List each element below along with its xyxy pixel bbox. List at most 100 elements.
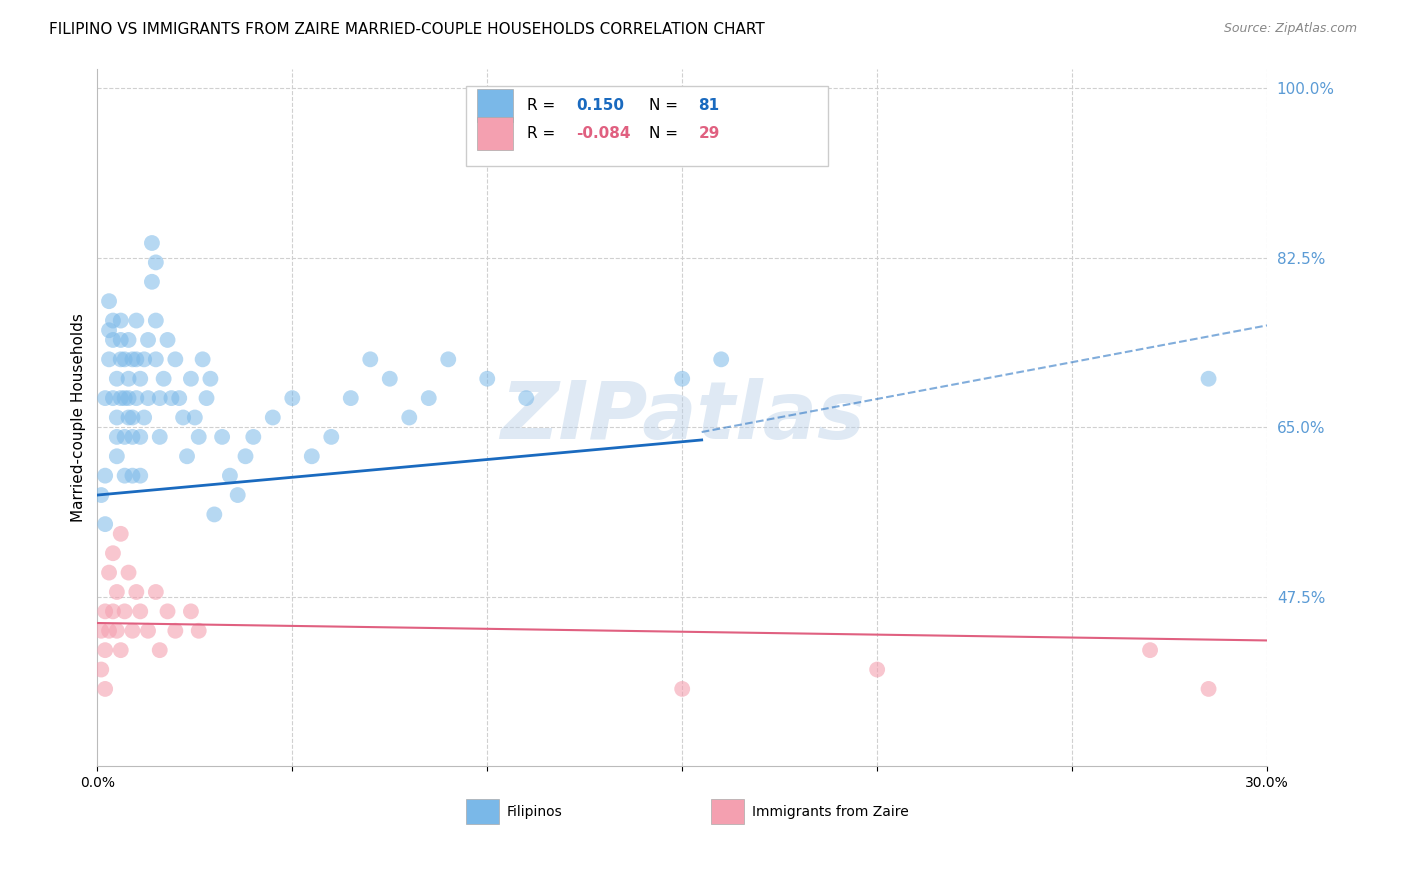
Point [114,352,136,367]
Point [149,643,172,657]
Point [359,352,381,367]
Point [156,604,179,618]
Text: 81: 81 [699,98,720,113]
Point [110,333,132,347]
Point [437,352,460,367]
Point [114,430,136,444]
Point [121,624,143,638]
Point [477,372,499,386]
Text: N =: N = [650,126,683,141]
Point [191,352,214,367]
Point [515,391,537,405]
Point [167,391,190,405]
Point [110,352,132,367]
Point [378,372,401,386]
Point [1198,372,1220,386]
Point [110,313,132,327]
Point [105,410,128,425]
Point [180,372,202,386]
Point [129,468,152,483]
Point [117,391,139,405]
Point [671,372,693,386]
Point [219,468,242,483]
Point [149,430,172,444]
Point [90,488,112,502]
Point [184,410,207,425]
Point [101,313,124,327]
Point [398,410,420,425]
Point [101,546,124,560]
FancyBboxPatch shape [478,89,513,122]
Point [136,391,159,405]
Point [121,352,143,367]
Point [90,624,112,638]
FancyBboxPatch shape [465,799,499,824]
Point [121,430,143,444]
Point [136,624,159,638]
Y-axis label: Married-couple Households: Married-couple Households [72,313,86,522]
Point [187,624,209,638]
FancyBboxPatch shape [711,799,744,824]
Point [117,410,139,425]
Point [281,391,304,405]
Point [117,566,139,580]
Point [160,391,183,405]
Point [710,352,733,367]
Point [98,566,121,580]
Point [117,372,139,386]
Point [134,352,156,367]
Point [176,450,198,464]
Point [671,681,693,696]
Text: ZIPatlas: ZIPatlas [499,378,865,457]
Point [165,624,187,638]
Point [125,391,148,405]
Point [94,643,117,657]
Point [101,391,124,405]
Point [121,468,143,483]
Point [200,372,222,386]
Point [110,643,132,657]
Point [1139,643,1161,657]
Point [114,468,136,483]
Point [180,604,202,618]
Point [211,430,233,444]
Point [187,430,209,444]
Point [301,450,323,464]
Point [98,323,121,337]
Point [129,430,152,444]
Point [98,294,121,309]
Point [94,391,117,405]
Text: R =: R = [527,98,560,113]
Point [145,585,167,599]
Text: Immigrants from Zaire: Immigrants from Zaire [752,805,910,819]
Point [98,352,121,367]
Point [152,372,174,386]
Point [242,430,264,444]
Point [105,372,128,386]
Point [105,450,128,464]
Point [110,391,132,405]
Point [110,526,132,541]
Text: 29: 29 [699,126,720,141]
Point [98,624,121,638]
Point [262,410,284,425]
Text: Filipinos: Filipinos [506,805,562,819]
Point [141,235,163,250]
Point [125,352,148,367]
Text: 0.150: 0.150 [575,98,624,113]
Point [94,604,117,618]
Point [114,391,136,405]
Point [105,430,128,444]
Point [94,681,117,696]
Text: Source: ZipAtlas.com: Source: ZipAtlas.com [1223,22,1357,36]
Point [141,275,163,289]
Text: -0.084: -0.084 [575,126,630,141]
Point [202,508,225,522]
Point [172,410,194,425]
Point [105,585,128,599]
Point [94,517,117,532]
Point [226,488,249,502]
Point [866,663,889,677]
Point [321,430,343,444]
Point [101,333,124,347]
